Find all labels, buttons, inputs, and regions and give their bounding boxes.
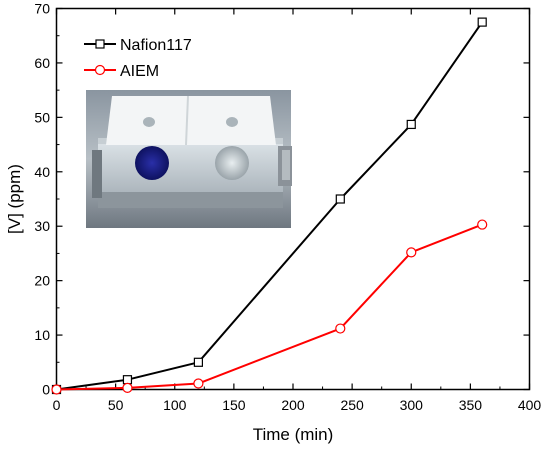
legend: Nafion117 AIEM bbox=[84, 37, 192, 80]
y-axis-title: [V] (ppm) bbox=[5, 164, 24, 234]
data-point-aiem bbox=[193, 378, 204, 389]
data-point-aiem bbox=[335, 323, 346, 334]
data-point-aiem bbox=[477, 219, 488, 230]
data-point-aiem bbox=[122, 382, 133, 393]
x-axis-ticks: 0 50 100 150 200 250 300 350 400 bbox=[53, 8, 542, 413]
inset-photo bbox=[86, 90, 292, 228]
y-tick-label: 50 bbox=[34, 109, 50, 125]
legend-label-nafion117: Nafion117 bbox=[120, 37, 192, 54]
data-point-nafion117 bbox=[477, 17, 487, 27]
legend-item-nafion117: Nafion117 bbox=[84, 37, 192, 54]
data-point-nafion117 bbox=[335, 194, 345, 204]
series-line-aiem bbox=[56, 223, 483, 391]
x-axis-title: Time (min) bbox=[253, 425, 334, 444]
x-tick-label: 350 bbox=[459, 397, 483, 413]
x-tick-label: 100 bbox=[163, 397, 187, 413]
y-tick-label: 60 bbox=[34, 55, 50, 71]
y-tick-label: 0 bbox=[42, 382, 50, 398]
series-layer bbox=[51, 17, 488, 395]
x-tick-label: 0 bbox=[53, 397, 61, 413]
legend-marker-square bbox=[95, 39, 105, 49]
legend-marker-circle bbox=[94, 64, 106, 76]
x-tick-label: 50 bbox=[108, 397, 124, 413]
legend-item-aiem: AIEM bbox=[84, 63, 159, 80]
y-tick-label: 20 bbox=[34, 273, 50, 289]
x-tick-label: 300 bbox=[400, 397, 424, 413]
legend-label-aiem: AIEM bbox=[120, 63, 159, 80]
x-tick-label: 400 bbox=[518, 397, 542, 413]
y-axis-ticks: 0 10 20 30 40 50 60 70 bbox=[34, 1, 530, 398]
y-tick-label: 30 bbox=[34, 218, 50, 234]
data-point-nafion117 bbox=[193, 357, 203, 367]
y-tick-label: 70 bbox=[34, 1, 50, 17]
x-tick-label: 250 bbox=[340, 397, 364, 413]
data-point-aiem bbox=[51, 384, 62, 395]
data-point-nafion117 bbox=[406, 119, 416, 130]
data-point-nafion117 bbox=[122, 375, 133, 385]
x-tick-label: 200 bbox=[281, 397, 305, 413]
data-point-aiem bbox=[406, 247, 417, 258]
series-line-nafion117 bbox=[56, 21, 484, 391]
x-tick-label: 150 bbox=[222, 397, 246, 413]
y-tick-label: 10 bbox=[34, 327, 50, 343]
y-tick-label: 40 bbox=[34, 164, 50, 180]
